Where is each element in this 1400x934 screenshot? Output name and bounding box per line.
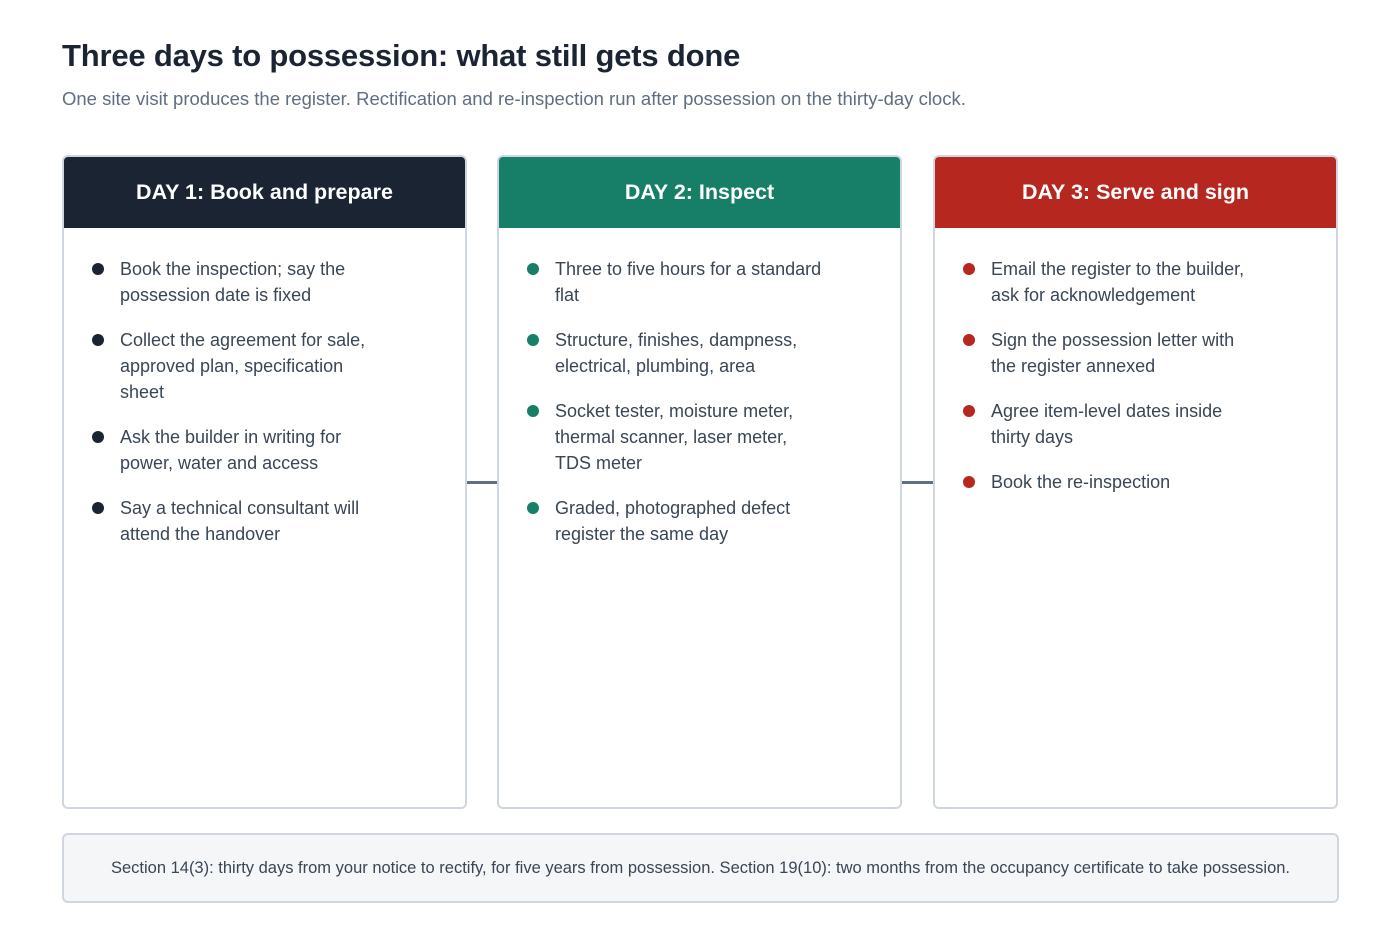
bullet-dot-icon <box>963 263 975 275</box>
day-2-header: DAY 2: Inspect <box>499 157 900 228</box>
bullet-dot-icon <box>92 502 104 514</box>
list-item: Sign the possession letter with the regi… <box>963 327 1263 379</box>
bullet-dot-icon <box>527 334 539 346</box>
day-3-list: Email the register to the builder, ask f… <box>935 228 1336 495</box>
day-1-heading: DAY 1: Book and prepare <box>136 180 393 204</box>
list-item: Socket tester, moisture meter, thermal s… <box>527 398 827 476</box>
connector-line-1-2 <box>467 481 499 484</box>
day-3-header: DAY 3: Serve and sign <box>935 157 1336 228</box>
list-item: Collect the agreement for sale, approved… <box>92 327 392 405</box>
page-subtitle: One site visit produces the register. Re… <box>62 88 966 109</box>
list-item: Ask the builder in writing for power, wa… <box>92 424 392 476</box>
day-3-heading: DAY 3: Serve and sign <box>1021 180 1250 204</box>
page-title: Three days to possession: what still get… <box>62 38 741 73</box>
list-item: Graded, photographed defect register the… <box>527 495 827 547</box>
day-3-card: DAY 3: Serve and sign Email the register… <box>933 155 1338 809</box>
day-2-heading: DAY 2: Inspect <box>624 180 775 204</box>
day-1-card: DAY 1: Book and prepare Book the inspect… <box>62 155 467 809</box>
list-item: Structure, finishes, dampness, electrica… <box>527 327 827 379</box>
bullet-dot-icon <box>963 334 975 346</box>
connector-line-2-3 <box>902 481 934 484</box>
day-1-header: DAY 1: Book and prepare <box>64 157 465 228</box>
bullet-dot-icon <box>963 405 975 417</box>
list-item: Book the re-inspection <box>963 469 1263 495</box>
list-item: Email the register to the builder, ask f… <box>963 256 1263 308</box>
list-item: Three to five hours for a standard flat <box>527 256 827 308</box>
day-2-card: DAY 2: Inspect Three to five hours for a… <box>497 155 902 809</box>
legal-note-text: Section 14(3): thirty days from your not… <box>110 858 1291 877</box>
legal-note-footer: Section 14(3): thirty days from your not… <box>62 833 1339 903</box>
list-item: Book the inspection; say the possession … <box>92 256 392 308</box>
bullet-dot-icon <box>527 502 539 514</box>
bullet-dot-icon <box>92 334 104 346</box>
day-1-list: Book the inspection; say the possession … <box>64 228 465 547</box>
bullet-dot-icon <box>92 431 104 443</box>
bullet-dot-icon <box>963 476 975 488</box>
list-item: Say a technical consultant will attend t… <box>92 495 392 547</box>
bullet-dot-icon <box>92 263 104 275</box>
list-item: Agree item-level dates inside thirty day… <box>963 398 1263 450</box>
day-2-list: Three to five hours for a standard flat … <box>499 228 900 547</box>
bullet-dot-icon <box>527 405 539 417</box>
bullet-dot-icon <box>527 263 539 275</box>
